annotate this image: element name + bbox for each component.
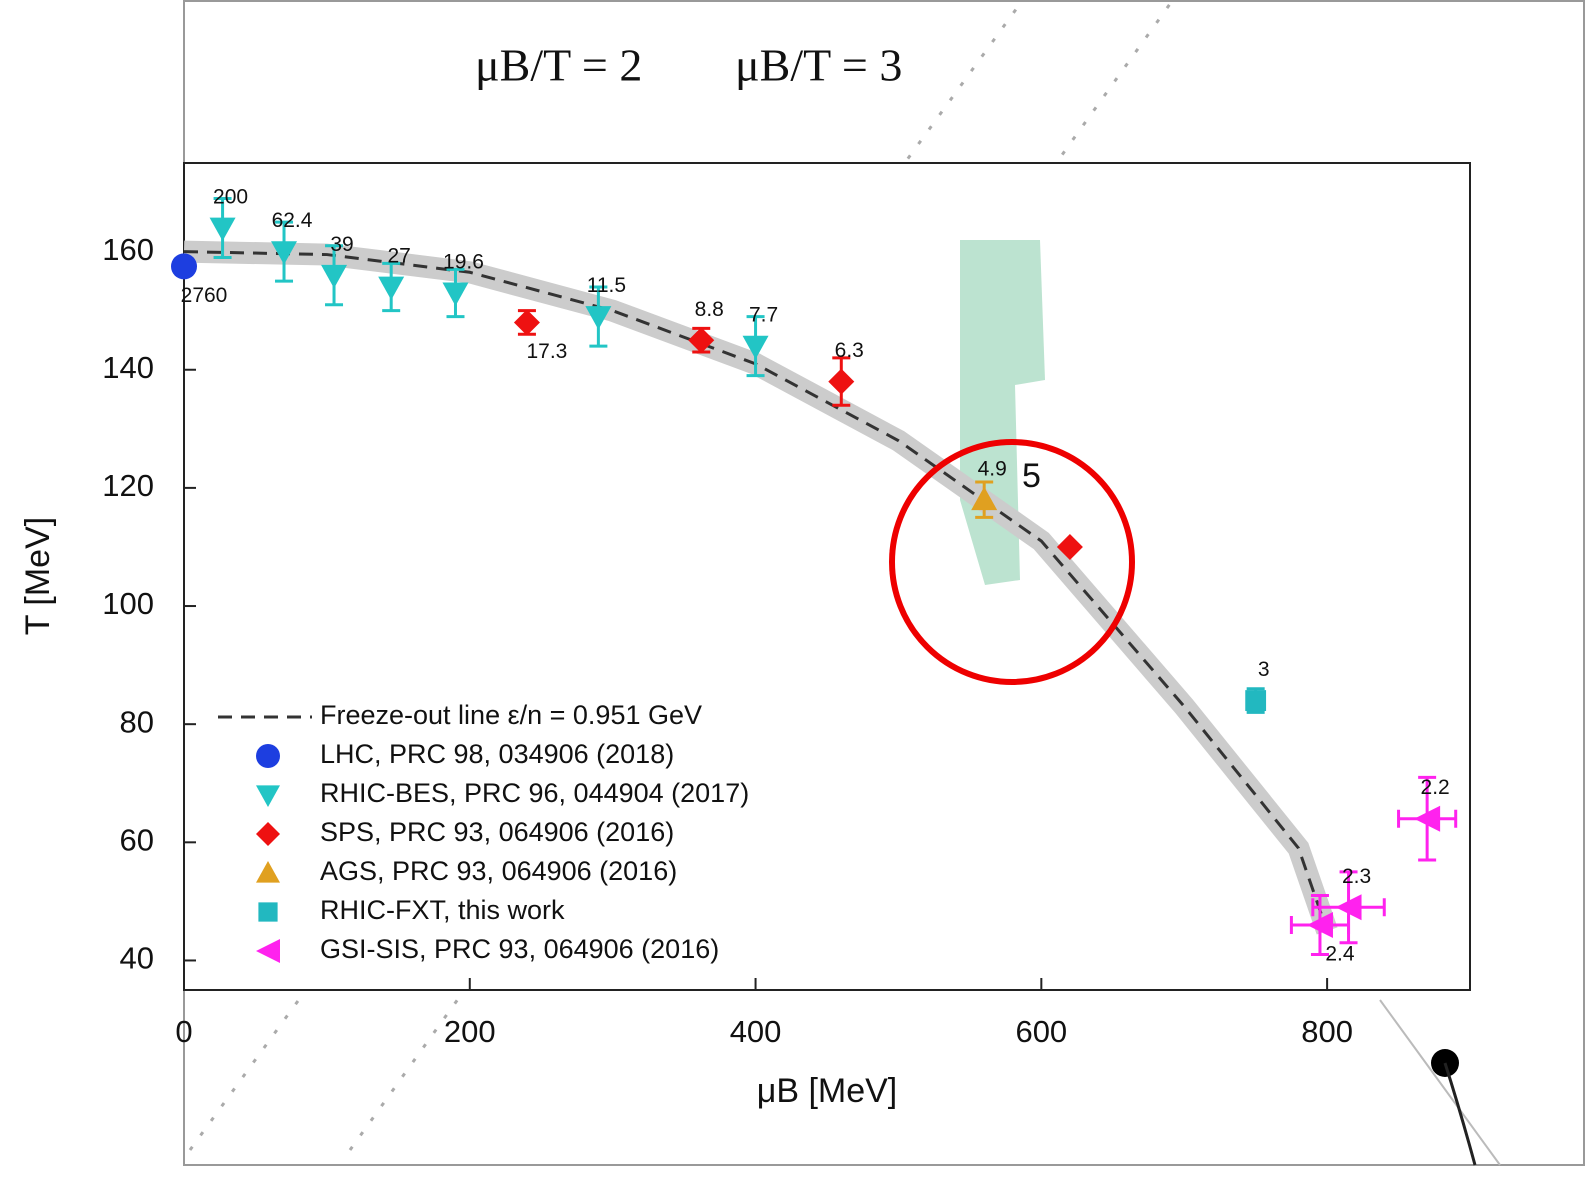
- marker: [256, 822, 280, 846]
- x-tick-label: 400: [730, 1014, 782, 1049]
- marker: [513, 309, 540, 336]
- y-tick-label: 80: [120, 704, 154, 739]
- marker: [209, 217, 236, 241]
- point-label: 19.6: [443, 251, 484, 274]
- y-tick-label: 100: [102, 586, 154, 621]
- legend-label: SPS, PRC 93, 064906 (2016): [320, 817, 674, 847]
- marker: [256, 785, 280, 807]
- point-label: 8.8: [695, 298, 724, 321]
- marker: [971, 486, 998, 511]
- y-axis-label: T [MeV]: [19, 517, 57, 635]
- y-tick-label: 160: [102, 232, 154, 267]
- point-label: 27: [388, 245, 411, 268]
- annotation: μB/T = 3: [735, 40, 902, 91]
- legend-label: RHIC-BES, PRC 96, 044904 (2017): [320, 778, 749, 808]
- legend-label: AGS, PRC 93, 064906 (2016): [320, 856, 677, 886]
- marker: [256, 861, 280, 883]
- marker: [271, 241, 298, 265]
- y-tick-label: 60: [120, 823, 154, 858]
- point-label: 7.7: [749, 304, 778, 327]
- marker: [256, 939, 280, 963]
- marker: [1306, 912, 1333, 939]
- x-tick-label: 800: [1301, 1014, 1353, 1049]
- annotation: μB/T = 2: [475, 40, 642, 91]
- point-label: 11.5: [587, 274, 626, 297]
- point-label: 2.2: [1421, 776, 1450, 799]
- legend-label: Freeze-out line ε/n = 0.951 GeV: [320, 700, 702, 730]
- marker: [828, 368, 855, 395]
- point-label: 39: [330, 233, 353, 256]
- legend-label: GSI-SIS, PRC 93, 064906 (2016): [320, 934, 719, 964]
- plot-area: [183, 162, 1471, 991]
- point-label: 17.3: [526, 340, 567, 363]
- first-order-line: [1443, 1062, 1477, 1166]
- marker: [742, 335, 769, 360]
- highlight-circle: [889, 439, 1135, 685]
- point-label: 3: [1258, 658, 1270, 681]
- marker: [1056, 533, 1083, 560]
- marker: [171, 253, 197, 280]
- point-label: 200: [213, 186, 248, 209]
- x-tick-label: 200: [444, 1014, 496, 1049]
- marker: [585, 306, 612, 330]
- point-label: 62.4: [272, 209, 313, 232]
- point-label: 4.9: [978, 457, 1007, 480]
- y-tick-label: 40: [120, 941, 154, 976]
- point-label: 6.3: [835, 339, 864, 362]
- marker: [688, 327, 715, 354]
- marker: [256, 744, 280, 768]
- annotation: 5: [1022, 457, 1041, 495]
- x-axis-label: μB [MeV]: [757, 1072, 898, 1110]
- y-tick-label: 140: [102, 350, 154, 385]
- point-label: 2.4: [1325, 943, 1355, 966]
- point-label: 2760: [181, 284, 228, 307]
- y-tick-label: 120: [102, 468, 154, 503]
- marker: [321, 264, 348, 289]
- x-tick-label: 600: [1015, 1014, 1067, 1049]
- marker: [1245, 690, 1267, 711]
- marker: [442, 282, 469, 306]
- point-label: 2.3: [1342, 865, 1371, 888]
- marker: [1335, 894, 1362, 921]
- x-tick-label: 0: [175, 1014, 192, 1049]
- marker: [258, 902, 278, 922]
- marker: [1414, 805, 1441, 832]
- legend-label: LHC, PRC 98, 034906 (2018): [320, 739, 674, 769]
- crossover-line: [1379, 999, 1501, 1166]
- marker: [378, 276, 405, 301]
- plot: 0 200 400 600 800 40 60 80 100 120 140 160 2760 200 62…: [102, 186, 1458, 1049]
- legend-label: RHIC-FXT, this work: [320, 895, 565, 925]
